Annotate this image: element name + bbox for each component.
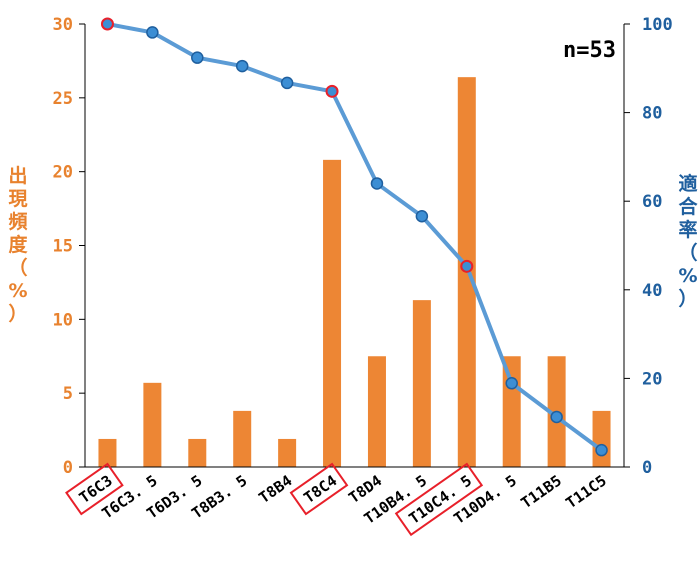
axis-label-char: 率 bbox=[678, 218, 697, 241]
highlight-box bbox=[65, 462, 124, 516]
category-label: T11B5 bbox=[518, 472, 565, 513]
bar bbox=[367, 356, 386, 467]
axis-label-char: （ bbox=[678, 241, 697, 264]
left-tick-label: 10 bbox=[53, 310, 73, 330]
line-point bbox=[370, 177, 384, 190]
left-tick-label: 5 bbox=[63, 384, 73, 404]
right-tick-label: 40 bbox=[642, 281, 662, 301]
right-axis-label: 適合率（%） bbox=[678, 172, 698, 310]
axis-label-char: 頻 bbox=[8, 210, 27, 233]
bar bbox=[278, 438, 297, 467]
right-tick-label: 20 bbox=[642, 369, 662, 389]
bar bbox=[98, 438, 117, 467]
line-point bbox=[191, 51, 204, 64]
bar bbox=[592, 410, 611, 467]
highlighted-point bbox=[325, 84, 339, 98]
bar bbox=[323, 159, 342, 467]
category-label-group: T8C4 bbox=[289, 462, 349, 516]
category-label: T8B4 bbox=[256, 472, 296, 507]
bar bbox=[412, 300, 431, 467]
axis-label-char: % bbox=[8, 280, 27, 302]
right-tick-label: 60 bbox=[642, 192, 662, 212]
left-tick-label: 25 bbox=[53, 89, 73, 109]
bar bbox=[233, 410, 252, 467]
category-label: T11C5 bbox=[563, 472, 610, 513]
axis-label-char: （ bbox=[8, 256, 27, 279]
axis-label-char: 合 bbox=[678, 195, 698, 218]
line-point bbox=[550, 410, 563, 424]
bar bbox=[502, 356, 521, 467]
category-label-group: T8B4 bbox=[256, 472, 296, 507]
line-point bbox=[595, 443, 608, 457]
line-point bbox=[415, 210, 429, 223]
axis-label-char: 出 bbox=[8, 164, 27, 187]
axis-label-char: ） bbox=[8, 302, 27, 325]
axis-label-char: 現 bbox=[8, 188, 27, 210]
sample-size-annotation: n=53 bbox=[563, 38, 616, 63]
bar bbox=[143, 382, 162, 467]
bar bbox=[188, 438, 207, 467]
left-tick-label: 0 bbox=[63, 458, 73, 478]
category-label-group: T11C5 bbox=[563, 472, 610, 513]
highlight-box bbox=[394, 462, 484, 537]
left-tick-label: 30 bbox=[53, 15, 73, 35]
category-label: T8C4 bbox=[300, 472, 340, 507]
right-tick-label: 0 bbox=[642, 458, 652, 478]
rate-line-series bbox=[107, 22, 603, 452]
line-point bbox=[280, 76, 294, 90]
right-tick-label: 100 bbox=[642, 15, 673, 35]
line-point bbox=[235, 59, 249, 73]
category-label-group: T11B5 bbox=[518, 472, 565, 513]
line-point bbox=[146, 26, 159, 39]
highlight-box bbox=[289, 462, 349, 516]
highlighted-point bbox=[100, 17, 114, 31]
right-tick-label: 80 bbox=[642, 104, 662, 124]
axis-label-char: 度 bbox=[8, 233, 28, 256]
axis-label-char: % bbox=[678, 265, 697, 287]
axis-label-char: 適 bbox=[678, 172, 697, 195]
left-tick-label: 20 bbox=[53, 163, 73, 183]
axis-label-char: ） bbox=[678, 287, 697, 310]
highlighted-point bbox=[460, 259, 474, 273]
line-point bbox=[505, 377, 518, 390]
left-tick-label: 15 bbox=[53, 237, 73, 257]
